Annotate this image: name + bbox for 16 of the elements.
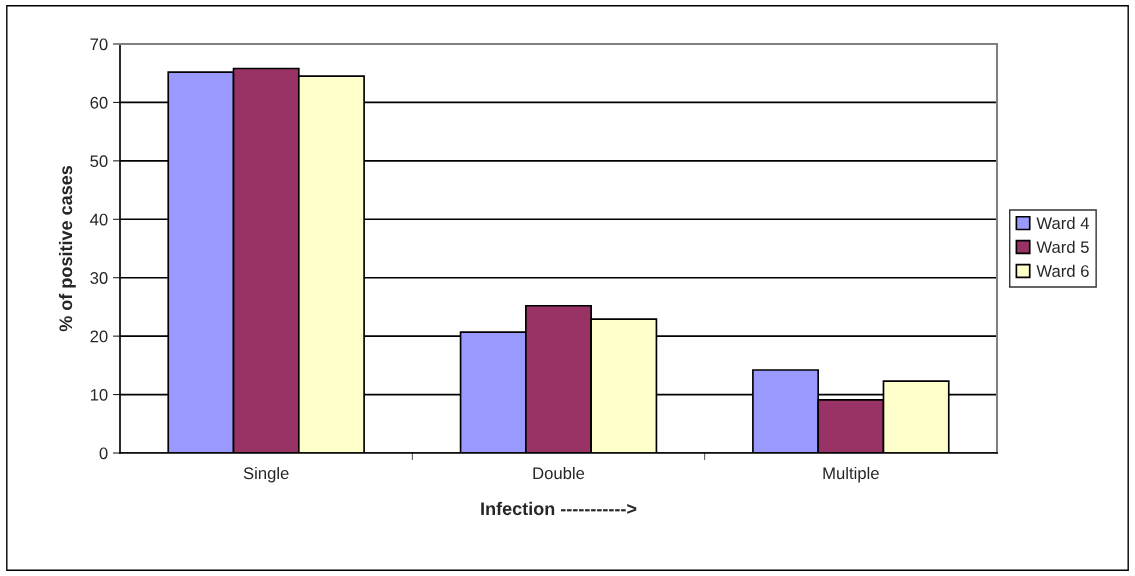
y-tick-label: 40 xyxy=(90,213,108,226)
y-tick-label: 0 xyxy=(99,447,108,460)
legend-label: Ward 6 xyxy=(1036,264,1089,277)
y-tick-label: 70 xyxy=(90,38,108,51)
x-axis-title: Infection -----------> xyxy=(481,501,637,516)
y-axis-title: % of positive cases xyxy=(58,165,76,332)
y-tick-label: 30 xyxy=(90,272,108,284)
legend-label: Ward 4 xyxy=(1036,216,1089,230)
y-tick-label: 50 xyxy=(90,155,108,168)
legend-label: Ward 5 xyxy=(1036,240,1089,254)
y-tick-label: 10 xyxy=(90,388,108,401)
x-tick-label: Double xyxy=(533,466,585,480)
x-tick-label: Multiple xyxy=(823,466,879,483)
y-tick-label: 20 xyxy=(90,330,108,343)
y-tick-label: 60 xyxy=(90,96,108,109)
x-tick-label: Single xyxy=(243,466,289,483)
